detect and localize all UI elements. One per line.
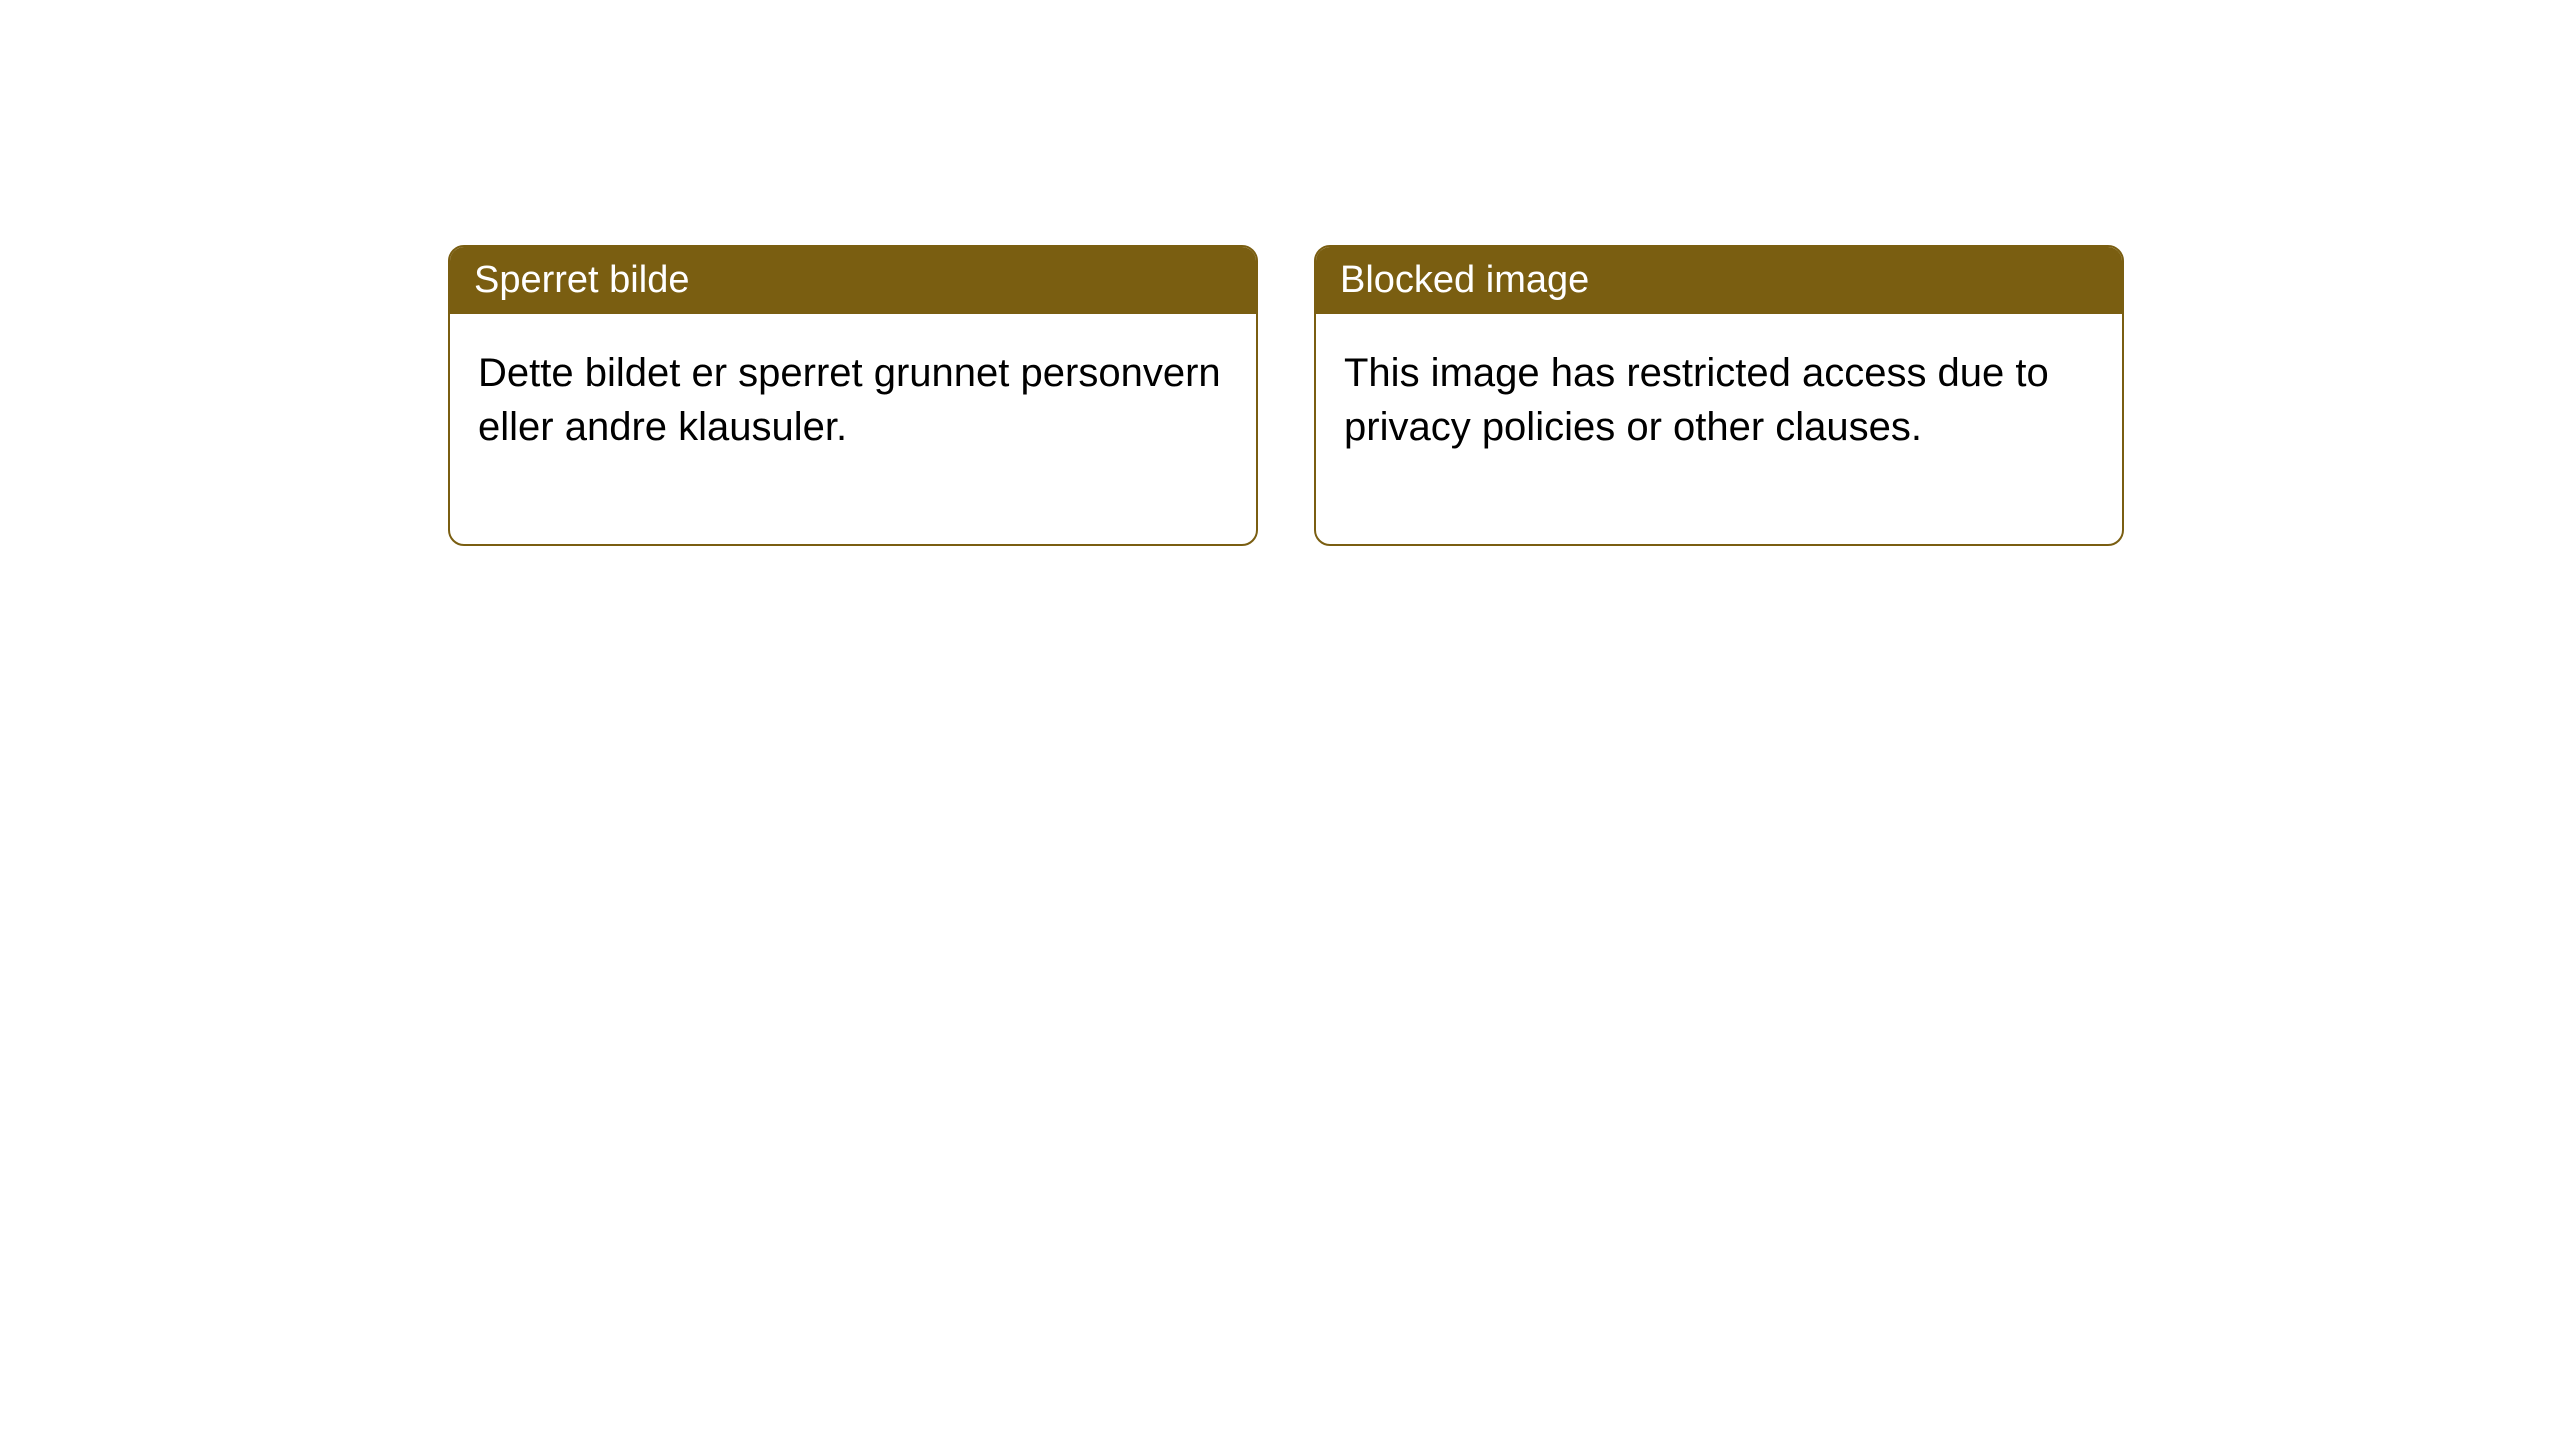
- card-body-text: This image has restricted access due to …: [1344, 351, 2049, 449]
- card-body: Dette bildet er sperret grunnet personve…: [450, 314, 1256, 544]
- notice-cards-container: Sperret bilde Dette bildet er sperret gr…: [448, 245, 2124, 546]
- card-title: Blocked image: [1340, 259, 1589, 301]
- card-header: Sperret bilde: [450, 247, 1256, 314]
- card-body: This image has restricted access due to …: [1316, 314, 2122, 544]
- card-title: Sperret bilde: [474, 259, 689, 301]
- card-header: Blocked image: [1316, 247, 2122, 314]
- notice-card-norwegian: Sperret bilde Dette bildet er sperret gr…: [448, 245, 1258, 546]
- notice-card-english: Blocked image This image has restricted …: [1314, 245, 2124, 546]
- card-body-text: Dette bildet er sperret grunnet personve…: [478, 351, 1221, 449]
